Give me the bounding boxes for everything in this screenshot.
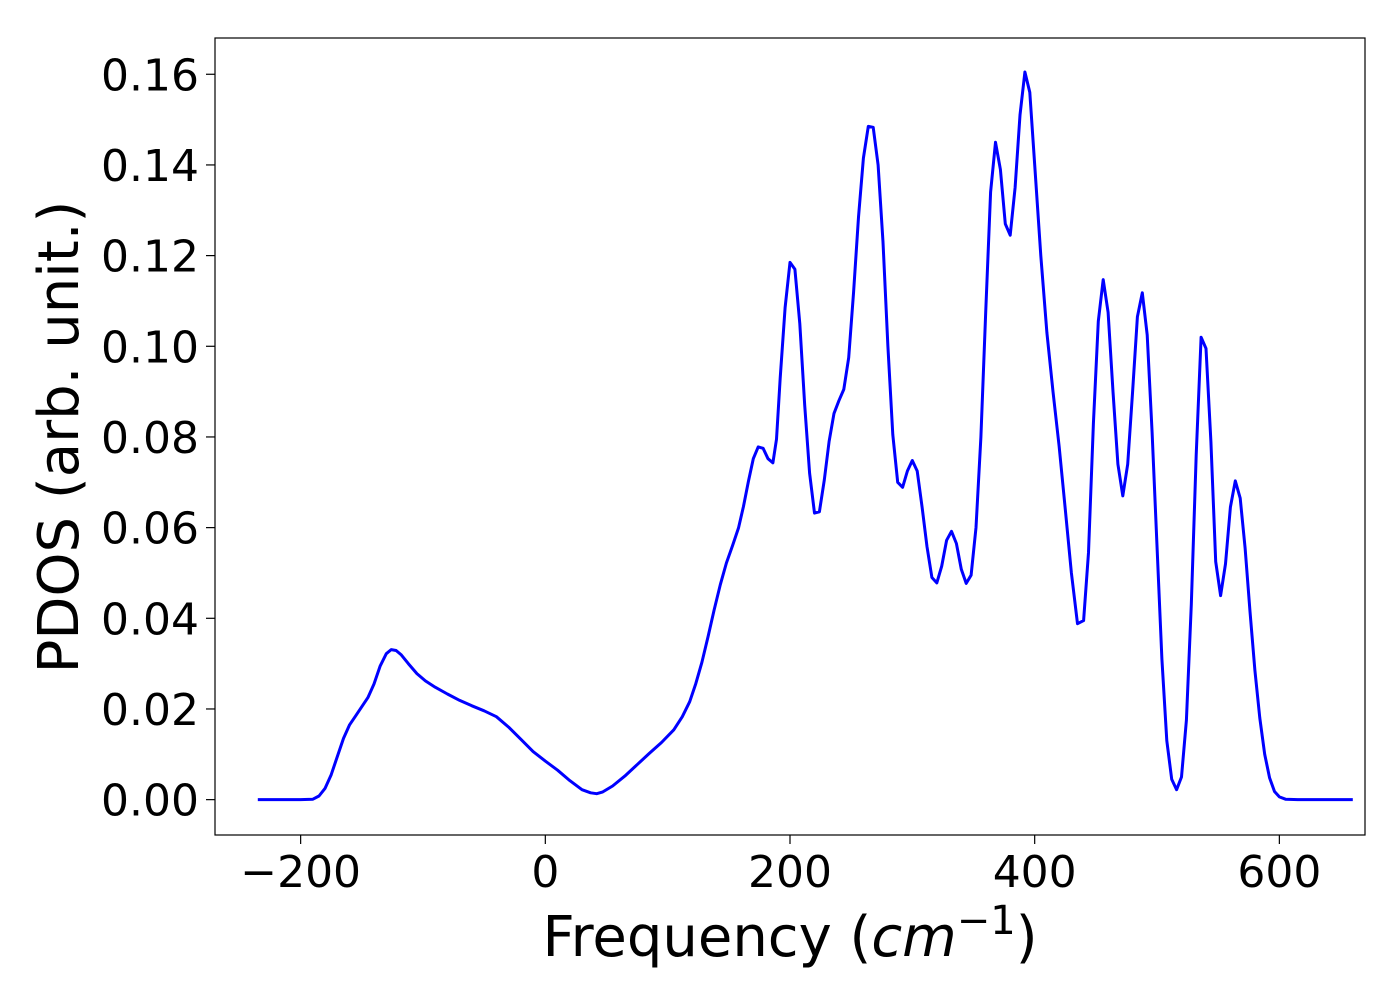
x-tick-label: 200 (748, 847, 832, 898)
y-axis-ticks: 0.00 0.02 0.04 0.06 0.08 0.10 0.12 0.14 0.16 (101, 50, 215, 827)
y-tick-label: 0.14 (101, 141, 199, 192)
x-axis-title-close-paren: ) (1016, 905, 1038, 970)
x-tick-label: 600 (1237, 847, 1321, 898)
y-axis-title: PDOS (arb. unit.) (27, 201, 92, 674)
plot-area-frame (214, 37, 1366, 836)
x-tick-label: 400 (993, 847, 1077, 898)
x-axis-title-unit: cm (871, 905, 956, 970)
y-tick-label: 0.12 (101, 232, 199, 283)
x-axis-title-unit-exponent: −1 (957, 898, 1016, 944)
y-tick-label: 0.10 (101, 322, 199, 373)
y-tick-label: 0.08 (101, 413, 199, 464)
x-axis-title-text: Frequency ( (542, 905, 871, 970)
x-tick-label: 0 (531, 847, 559, 898)
x-axis-title: Frequency (cm−1) (542, 898, 1037, 970)
y-tick-label: 0.00 (101, 776, 199, 827)
y-tick-label: 0.02 (101, 685, 199, 736)
y-tick-label: 0.04 (101, 594, 199, 645)
y-tick-label: 0.16 (101, 50, 199, 101)
x-axis-ticks: −200 0 200 400 600 (240, 835, 1321, 898)
x-tick-label: −200 (240, 847, 361, 898)
y-tick-label: 0.06 (101, 504, 199, 555)
pdos-series-line (257, 70, 1353, 802)
